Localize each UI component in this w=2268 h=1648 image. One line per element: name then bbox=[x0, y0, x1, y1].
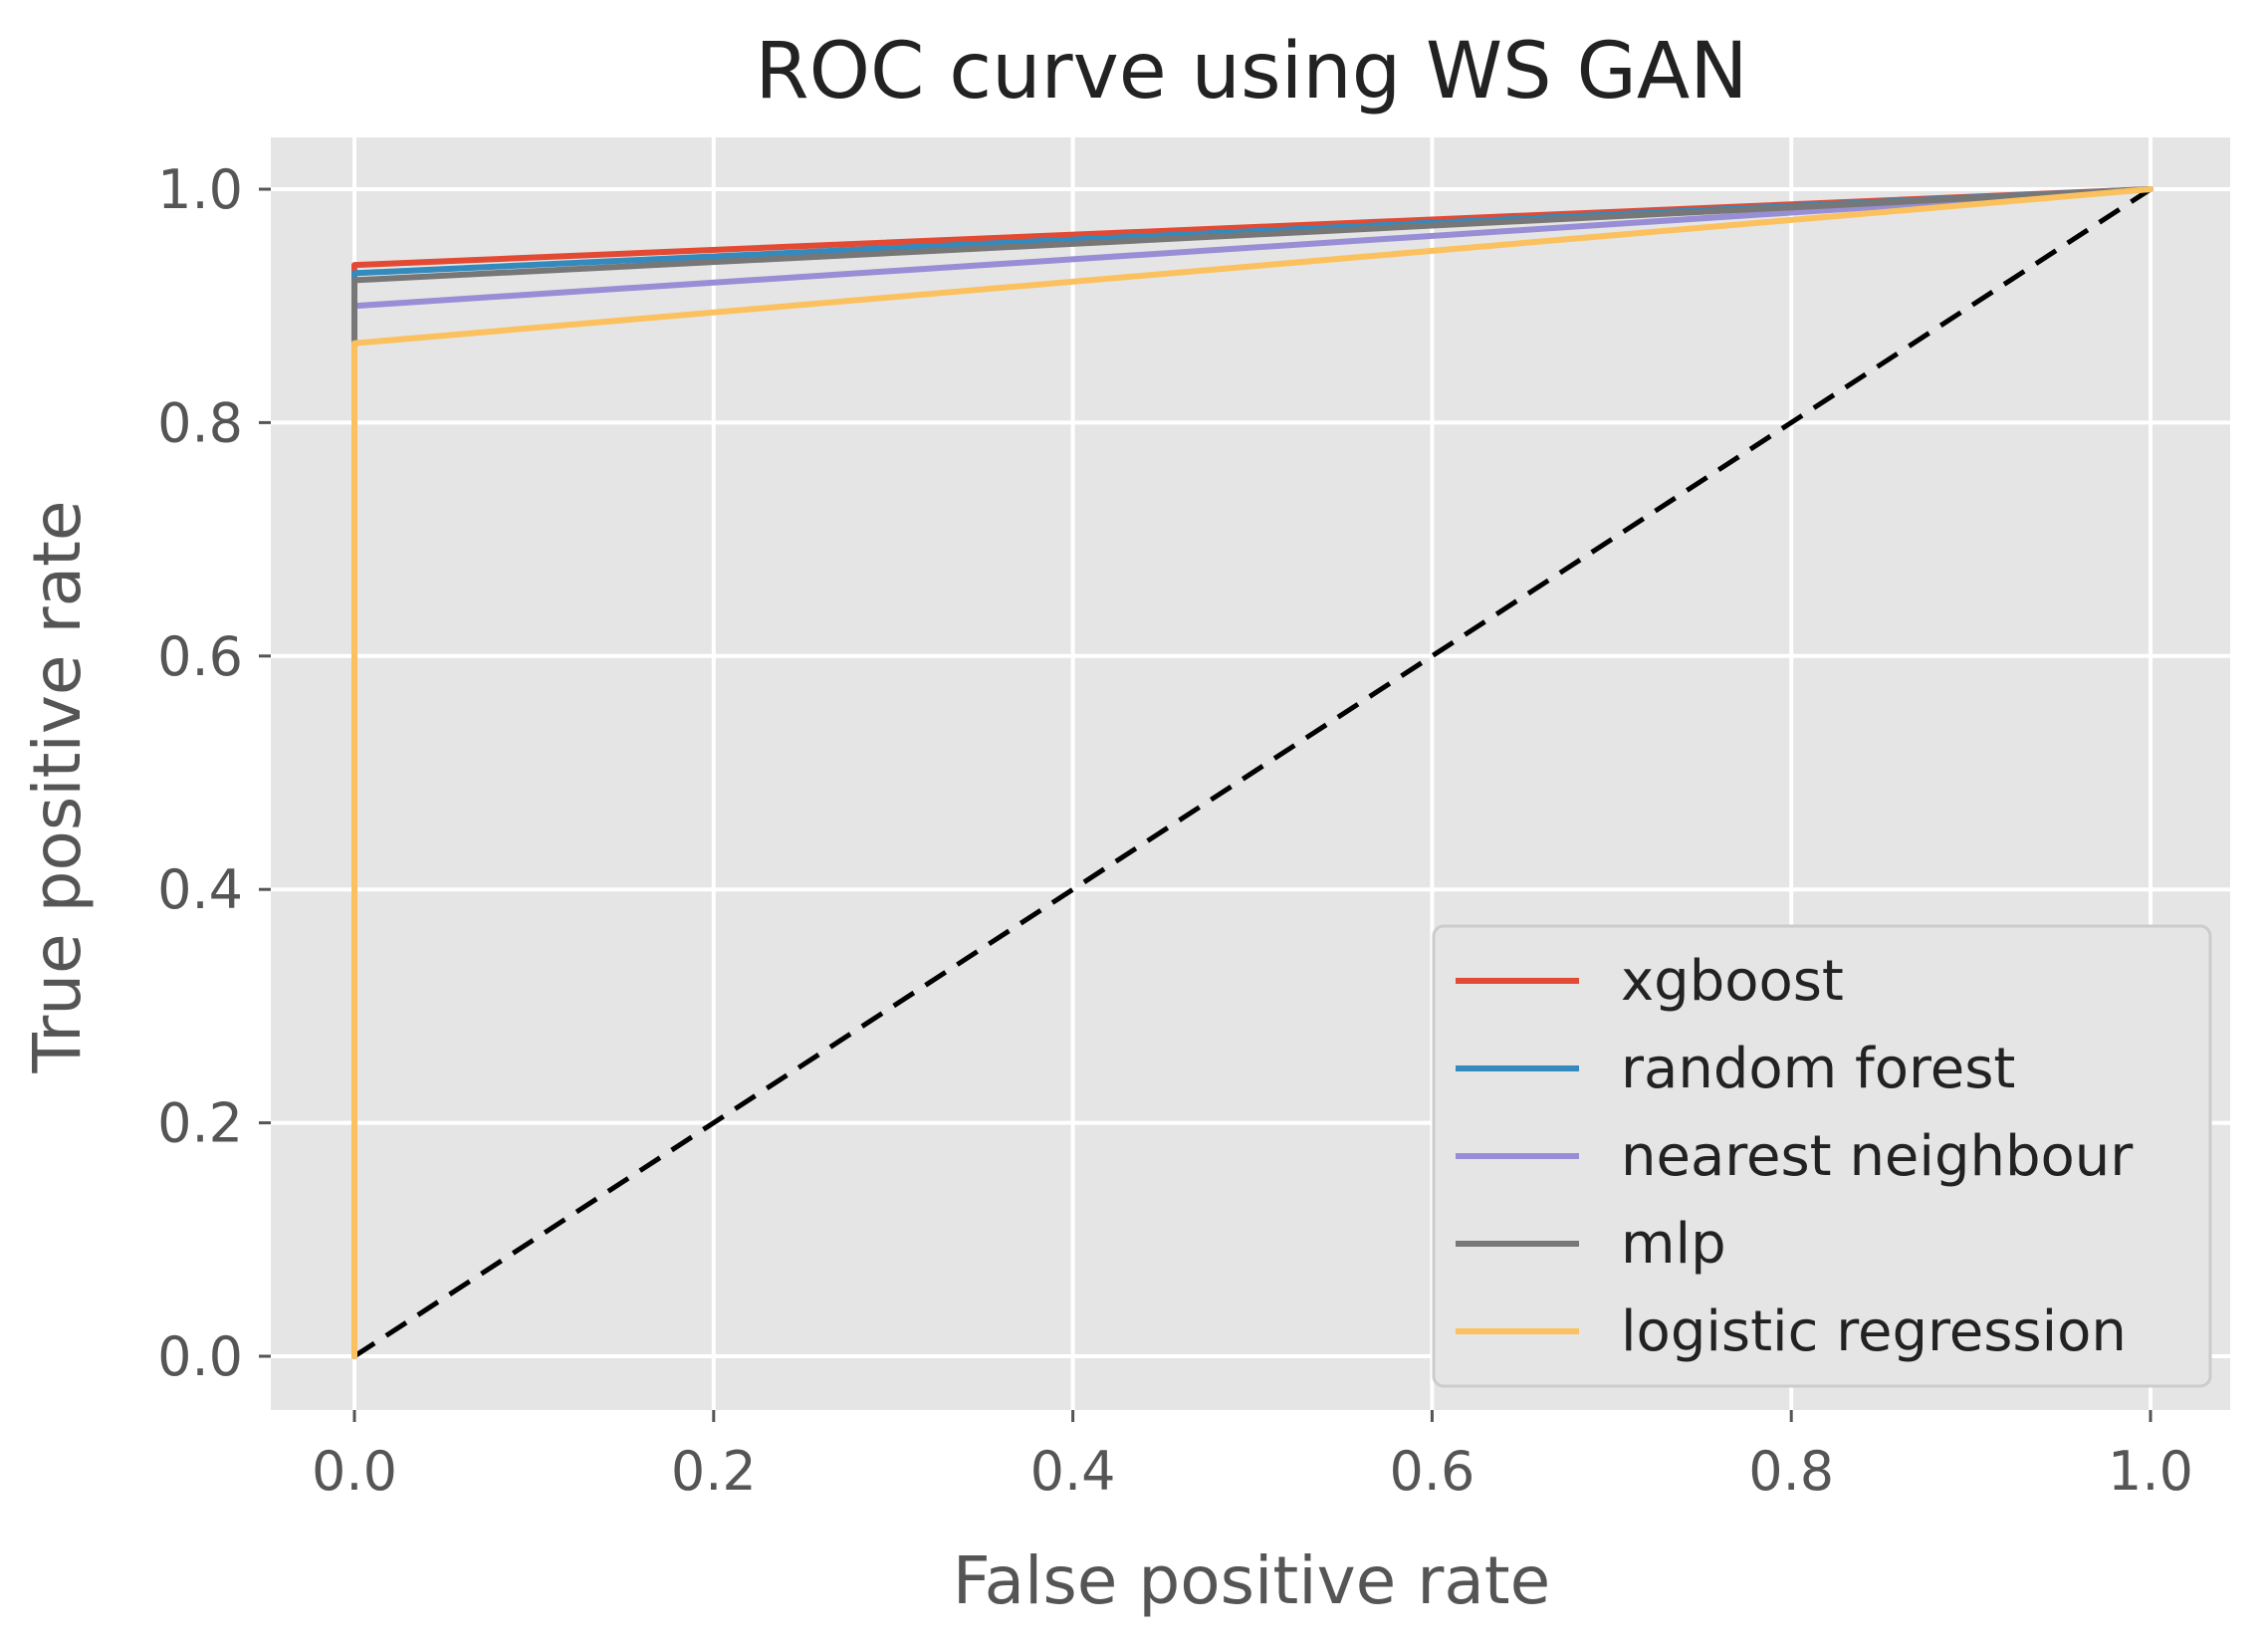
x-tick-label: 0.4 bbox=[1030, 1440, 1116, 1503]
legend-label: mlp bbox=[1621, 1212, 1726, 1277]
y-tick-label: 0.2 bbox=[157, 1092, 243, 1155]
roc-line-logistic-regression bbox=[351, 186, 2154, 1359]
x-tick-label: 0.6 bbox=[1389, 1440, 1474, 1503]
chance-diagonal-line bbox=[352, 186, 2153, 1359]
x-tick-label: 0.8 bbox=[1748, 1440, 1834, 1503]
y-tick-label: 1.0 bbox=[157, 158, 243, 221]
chart-title: ROC curve using WS GAN bbox=[755, 27, 1747, 117]
x-axis-ticks: 0.0 0.2 0.4 0.6 0.8 1.0 bbox=[312, 1410, 2193, 1503]
x-tick-label: 0.0 bbox=[312, 1440, 397, 1503]
y-tick-label: 0.8 bbox=[157, 391, 243, 454]
x-tick-label: 0.2 bbox=[671, 1440, 757, 1503]
y-tick-label: 0.0 bbox=[157, 1325, 243, 1388]
x-axis-label: False positive rate bbox=[953, 1542, 1551, 1619]
legend: xgboost random forest nearest neighbour mlp… bbox=[1432, 924, 2212, 1388]
y-axis-label: True positive rate bbox=[19, 500, 96, 1073]
legend-label: xgboost bbox=[1621, 949, 1844, 1014]
grid-lines bbox=[271, 137, 2230, 1410]
legend-box bbox=[1432, 924, 2212, 1388]
legend-label: nearest neighbour bbox=[1621, 1124, 2134, 1189]
y-axis-ticks: 0.0 0.2 0.4 0.6 0.8 1.0 bbox=[157, 158, 271, 1388]
roc-series-group bbox=[351, 186, 2154, 1359]
legend-label: random forest bbox=[1621, 1037, 2015, 1101]
x-tick-label: 1.0 bbox=[2108, 1440, 2193, 1503]
y-tick-label: 0.4 bbox=[157, 858, 243, 921]
y-tick-label: 0.6 bbox=[157, 625, 243, 688]
legend-label: logistic regression bbox=[1621, 1299, 2127, 1364]
